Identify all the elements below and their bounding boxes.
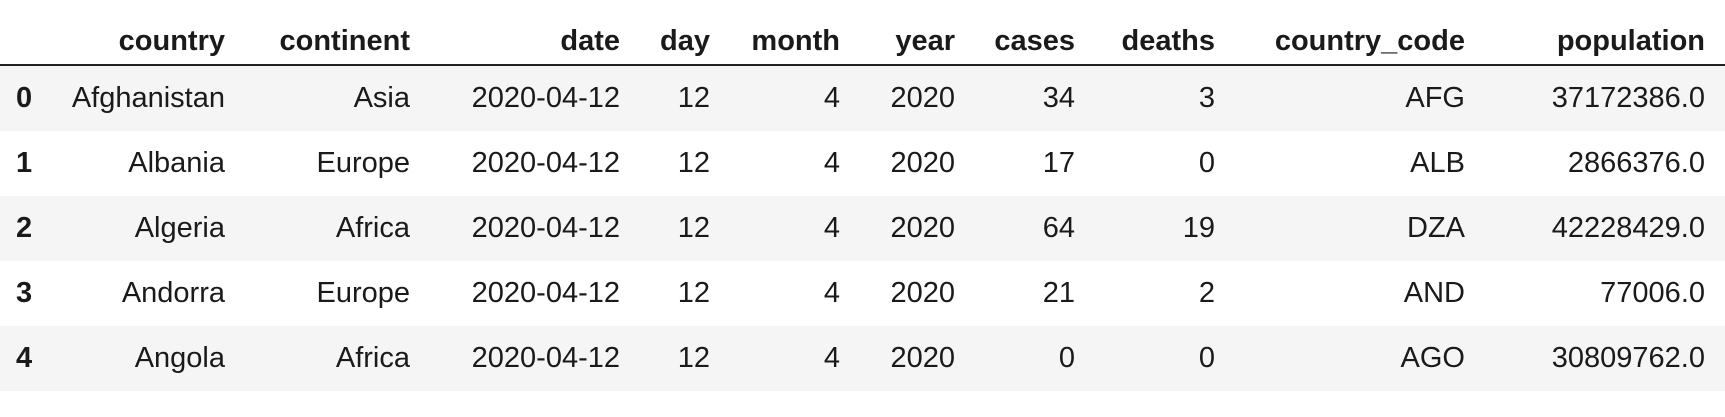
cell-country-code: DZA (1407, 212, 1465, 244)
cell-month: 4 (823, 212, 840, 244)
index-header (0, 0, 50, 66)
cell-population: 42228429.0 (1551, 212, 1705, 244)
cell-country: Andorra (121, 277, 225, 309)
column-header-day: day (640, 0, 730, 66)
cell-continent: Europe (316, 277, 410, 309)
cell-day: 12 (677, 212, 710, 244)
cell-day: 12 (677, 342, 710, 374)
cell-population: 30809762.0 (1551, 342, 1705, 374)
cell-date: 2020-04-12 (471, 342, 620, 374)
dataframe-table: country continent date day month year ca… (0, 0, 1725, 391)
table-row: 3 Andorra Europe 2020-04-12 12 4 2020 21… (0, 261, 1725, 326)
cell-cases: 21 (1042, 277, 1075, 309)
cell-year: 2020 (890, 342, 955, 374)
cell-month: 4 (823, 277, 840, 309)
cell-deaths: 0 (1198, 147, 1215, 179)
column-header-month: month (730, 0, 860, 66)
cell-country-code: AND (1403, 277, 1465, 309)
row-index: 1 (16, 147, 33, 179)
cell-deaths: 19 (1182, 212, 1215, 244)
column-header-country-code: country_code (1235, 0, 1485, 66)
column-header-cases: cases (975, 0, 1095, 66)
cell-date: 2020-04-12 (471, 212, 620, 244)
cell-deaths: 3 (1198, 82, 1215, 114)
cell-cases: 0 (1058, 342, 1075, 374)
cell-country-code: AGO (1400, 342, 1465, 374)
cell-continent: Asia (353, 82, 410, 114)
cell-day: 12 (677, 147, 710, 179)
column-header-continent: continent (245, 0, 430, 66)
cell-day: 12 (677, 277, 710, 309)
cell-country: Afghanistan (71, 82, 225, 114)
cell-month: 4 (823, 342, 840, 374)
cell-deaths: 2 (1198, 277, 1215, 309)
cell-year: 2020 (890, 82, 955, 114)
table-row: 0 Afghanistan Asia 2020-04-12 12 4 2020 … (0, 65, 1725, 131)
cell-date: 2020-04-12 (471, 82, 620, 114)
cell-month: 4 (823, 82, 840, 114)
cell-year: 2020 (890, 277, 955, 309)
cell-month: 4 (823, 147, 840, 179)
cell-continent: Europe (316, 147, 410, 179)
cell-continent: Africa (335, 212, 410, 244)
cell-date: 2020-04-12 (471, 147, 620, 179)
cell-day: 12 (677, 82, 710, 114)
header-row: country continent date day month year ca… (0, 0, 1725, 66)
cell-cases: 64 (1042, 212, 1075, 244)
row-index: 3 (16, 277, 33, 309)
table-row: 4 Angola Africa 2020-04-12 12 4 2020 0 0… (0, 326, 1725, 391)
cell-cases: 17 (1042, 147, 1075, 179)
column-header-year: year (860, 0, 975, 66)
table-row: 1 Albania Europe 2020-04-12 12 4 2020 17… (0, 131, 1725, 196)
cell-country-code: AFG (1405, 82, 1465, 114)
cell-country: Angola (134, 342, 225, 374)
cell-year: 2020 (890, 212, 955, 244)
cell-date: 2020-04-12 (471, 277, 620, 309)
row-index: 2 (16, 212, 33, 244)
column-header-deaths: deaths (1095, 0, 1235, 66)
cell-year: 2020 (890, 147, 955, 179)
cell-country: Algeria (134, 212, 225, 244)
column-header-date: date (430, 0, 640, 66)
row-index: 4 (16, 342, 33, 374)
table-row: 2 Algeria Africa 2020-04-12 12 4 2020 64… (0, 196, 1725, 261)
column-header-country: country (50, 0, 245, 66)
column-header-population: population (1485, 0, 1725, 66)
cell-cases: 34 (1042, 82, 1075, 114)
row-index: 0 (16, 82, 33, 114)
cell-population: 77006.0 (1600, 277, 1705, 309)
cell-country-code: ALB (1410, 147, 1465, 179)
cell-population: 2866376.0 (1567, 147, 1705, 179)
cell-continent: Africa (335, 342, 410, 374)
cell-deaths: 0 (1198, 342, 1215, 374)
cell-population: 37172386.0 (1551, 82, 1705, 114)
cell-country: Albania (128, 147, 225, 179)
